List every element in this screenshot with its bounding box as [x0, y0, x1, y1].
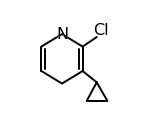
Text: Cl: Cl: [93, 23, 109, 38]
Text: N: N: [56, 27, 68, 42]
Text: N: N: [56, 27, 68, 42]
Text: Cl: Cl: [93, 23, 109, 38]
